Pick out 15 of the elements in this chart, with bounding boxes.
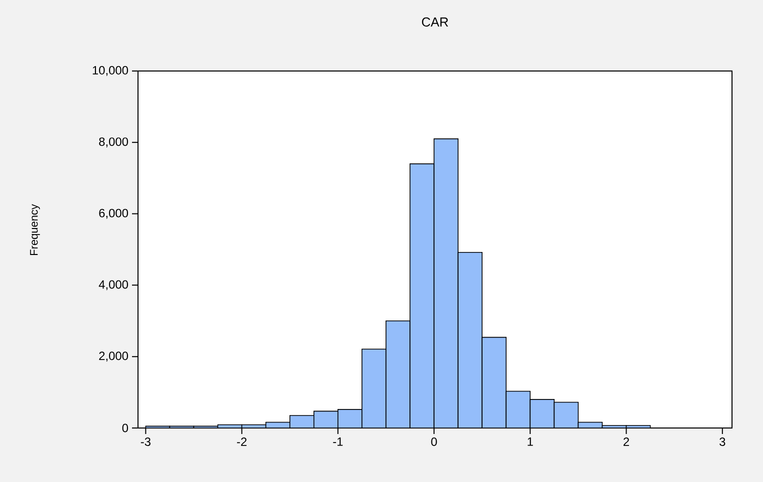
x-tick-label: -1: [333, 438, 343, 446]
y-tick-label: 8,000: [99, 137, 128, 148]
y-tick-label: 2,000: [99, 352, 128, 362]
y-tick-label: 4,000: [98, 280, 128, 290]
x-tick-label: 2: [624, 438, 630, 446]
x-tick-label: 1: [528, 438, 533, 446]
x-tick-label: 0: [431, 438, 437, 446]
x-tick-label: -2: [237, 438, 247, 446]
y-axis-title: Frequency: [30, 204, 40, 255]
x-tick-label: -3: [140, 438, 150, 446]
x-tick-label: 3: [720, 438, 726, 446]
y-tick-label: 6,000: [99, 208, 128, 219]
chart-title: CAR: [422, 17, 448, 27]
y-tick-label: 10,000: [92, 66, 128, 76]
y-tick-label: 0: [122, 424, 128, 432]
